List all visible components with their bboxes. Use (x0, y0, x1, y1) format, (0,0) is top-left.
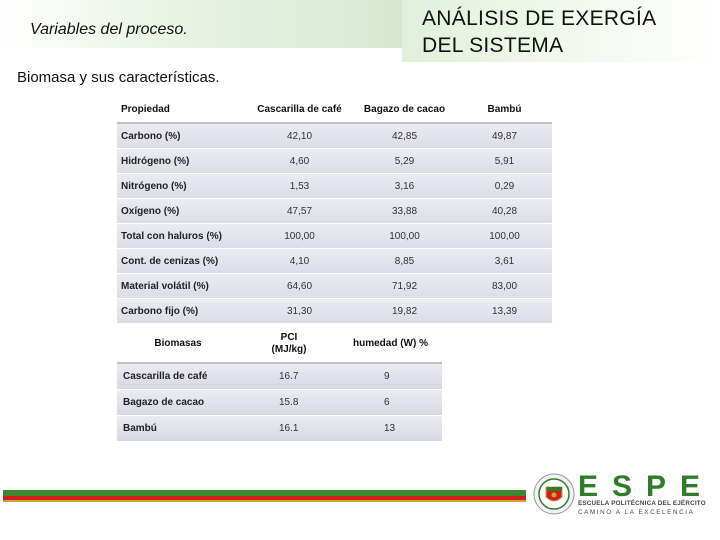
table-cell: 5,29 (352, 148, 457, 174)
table-cell: 19,82 (352, 298, 457, 324)
table-cell: 1,53 (247, 173, 352, 199)
table-cell: 9 (384, 371, 390, 382)
table-cell: 16.7 (279, 371, 299, 382)
table-cell: 5,91 (457, 148, 552, 174)
table-cell: 15.8 (279, 397, 299, 408)
table-header-row: Biomasas PCI (MJ/kg) humedad (W) % (117, 326, 442, 363)
table-row: Cont. de cenizas (%) 4,10 8,85 3,61 (117, 248, 552, 274)
column-header: Propiedad (117, 96, 247, 123)
table-row: Bagazo de cacao 15.8 6 (117, 389, 442, 416)
table-row: Hidrógeno (%) 4,60 5,29 5,91 (117, 148, 552, 174)
slide-title-line-1: ANÁLISIS DE EXERGÍA (422, 7, 657, 30)
table-cell: 83,00 (457, 273, 552, 299)
table-cell: 47,57 (247, 198, 352, 224)
header-right-band (402, 0, 720, 62)
section-label: Biomasa y sus características. (17, 69, 220, 86)
slide-subtitle: Variables del proceso. (30, 21, 188, 38)
row-label: Carbono fijo (%) (117, 298, 247, 324)
column-header: Bambú (457, 96, 552, 123)
biomass-table: Biomasas PCI (MJ/kg) humedad (W) % Casca… (117, 326, 442, 442)
table-cell: 33,88 (352, 198, 457, 224)
table-cell: 4,10 (247, 248, 352, 274)
table-cell: 0,29 (457, 173, 552, 199)
slide-title-line-2: DEL SISTEMA (422, 34, 564, 57)
row-label: Cascarilla de café (123, 371, 208, 382)
column-header-pci: PCI (MJ/kg) (239, 326, 339, 363)
table-cell: 6 (384, 397, 390, 408)
table-cell: 31,30 (247, 298, 352, 324)
table-cell: 100,00 (247, 223, 352, 249)
row-label: Oxígeno (%) (117, 198, 247, 224)
row-label: Nitrógeno (%) (117, 173, 247, 199)
column-header: humedad (W) % (339, 326, 442, 363)
row-label: Bambú (123, 423, 157, 434)
logo-motto: CAMINO A LA EXCELENCIA (578, 509, 695, 516)
row-label: Carbono (%) (117, 123, 247, 149)
table-cell: 100,00 (457, 223, 552, 249)
column-header: Cascarilla de café (247, 96, 352, 123)
footer-band-gold (3, 500, 526, 502)
row-label: Total con haluros (%) (117, 223, 247, 249)
row-label: Material volátil (%) (117, 273, 247, 299)
row-label: Hidrógeno (%) (117, 148, 247, 174)
table-row: Total con haluros (%) 100,00 100,00 100,… (117, 223, 552, 249)
logo-wordmark: ESPE (578, 470, 715, 503)
table-cell: 4,60 (247, 148, 352, 174)
table-row: Bambú 16.1 13 (117, 415, 442, 442)
table-cell: 64,60 (247, 273, 352, 299)
column-header: Bagazo de cacao (352, 96, 457, 123)
column-header: Biomasas (117, 326, 239, 363)
table-cell: 40,28 (457, 198, 552, 224)
table-cell: 3,61 (457, 248, 552, 274)
header-left-band (0, 0, 402, 48)
properties-table: Propiedad Cascarilla de café Bagazo de c… (117, 96, 552, 324)
table-row: Oxígeno (%) 47,57 33,88 40,28 (117, 198, 552, 224)
table-cell: 42,10 (247, 123, 352, 149)
table-row: Cascarilla de café 16.7 9 (117, 363, 442, 390)
table-row: Material volátil (%) 64,60 71,92 83,00 (117, 273, 552, 299)
table-cell: 71,92 (352, 273, 457, 299)
table-cell: 16.1 (279, 423, 299, 434)
footer-band-green (3, 490, 526, 496)
table-cell: 8,85 (352, 248, 457, 274)
university-seal-icon (533, 473, 575, 515)
column-header-line: PCI (280, 332, 298, 343)
row-label: Cont. de cenizas (%) (117, 248, 247, 274)
table-cell: 3,16 (352, 173, 457, 199)
column-header-line: (MJ/kg) (271, 344, 307, 355)
logo-institution-name: ESCUELA POLITÉCNICA DEL EJÉRCITO (578, 500, 706, 507)
row-label: Bagazo de cacao (123, 397, 205, 408)
table-header-row: Propiedad Cascarilla de café Bagazo de c… (117, 96, 552, 123)
table-row: Nitrógeno (%) 1,53 3,16 0,29 (117, 173, 552, 199)
table-row: Carbono (%) 42,10 42,85 49,87 (117, 123, 552, 149)
table-cell: 13 (384, 423, 396, 434)
footer-band-red (3, 496, 526, 500)
slide-title: ANÁLISIS DE EXERGÍA DEL SISTEMA (422, 5, 656, 59)
table-cell: 100,00 (352, 223, 457, 249)
table-cell: 42,85 (352, 123, 457, 149)
table-row: Carbono fijo (%) 31,30 19,82 13,39 (117, 298, 552, 324)
table-cell: 49,87 (457, 123, 552, 149)
table-cell: 13,39 (457, 298, 552, 324)
